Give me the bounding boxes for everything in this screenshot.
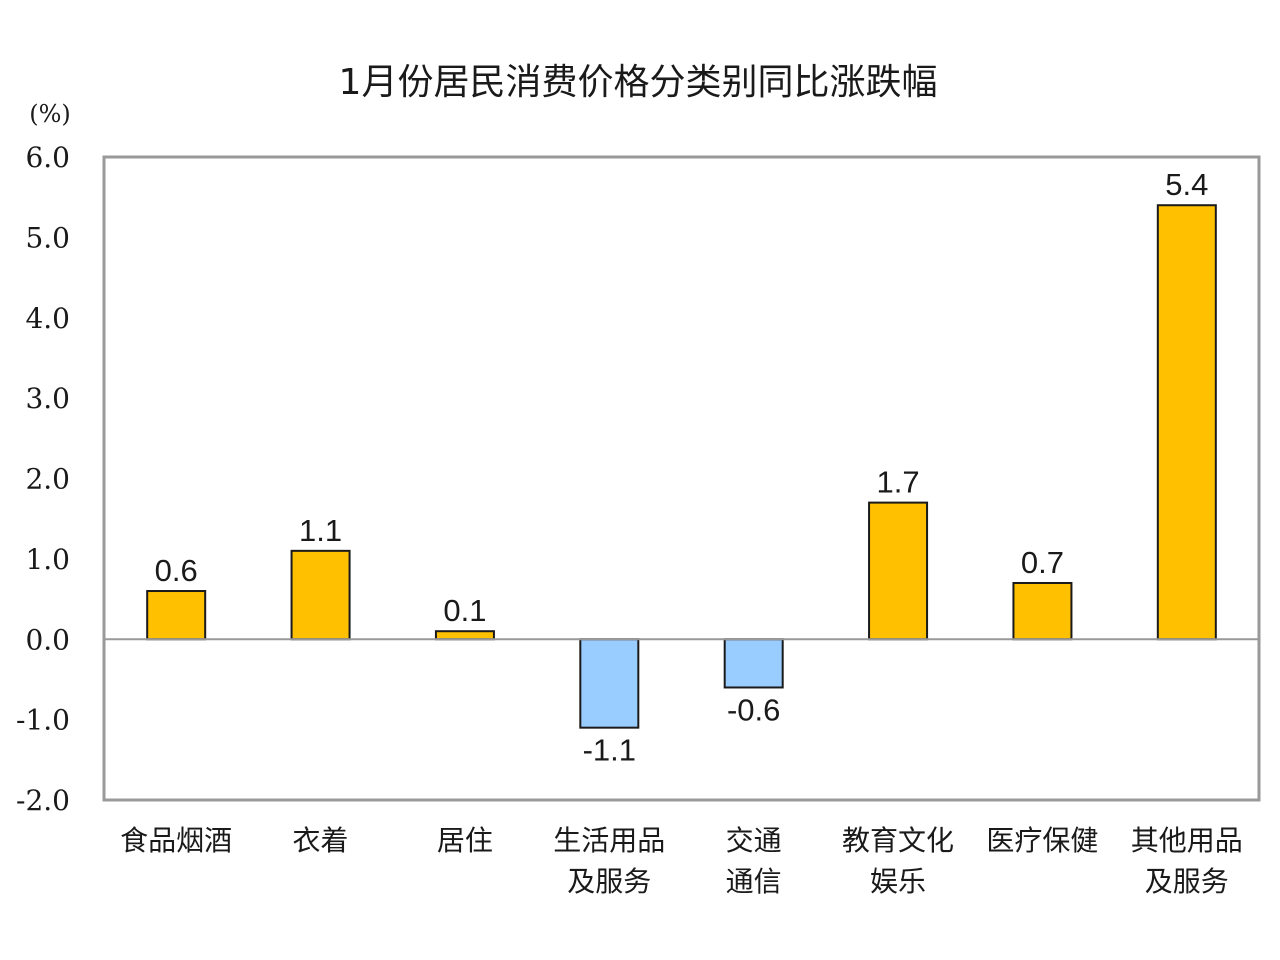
x-tick-label: 及服务 bbox=[1145, 865, 1229, 898]
x-tick-label: 食品烟酒 bbox=[120, 824, 232, 857]
chart-title: 1月份居民消费价格分类别同比涨跌幅 bbox=[339, 62, 938, 103]
x-tick-label: 娱乐 bbox=[870, 865, 926, 898]
y-tick-label: 4.0 bbox=[25, 302, 70, 335]
data-label: 1.7 bbox=[877, 465, 920, 500]
bar bbox=[723, 638, 784, 689]
plot-frame bbox=[102, 155, 1261, 802]
y-tick-label: 5.0 bbox=[25, 221, 70, 254]
bar bbox=[868, 501, 929, 641]
x-tick-label: 交通 bbox=[726, 824, 782, 857]
y-tick-label: 3.0 bbox=[25, 382, 70, 415]
x-tick-label: 通信 bbox=[726, 865, 782, 898]
y-tick-label: -2.0 bbox=[16, 784, 70, 817]
x-tick-label: 其他用品 bbox=[1131, 824, 1243, 857]
data-label: 0.7 bbox=[1021, 545, 1064, 580]
x-tick-label: 医疗保健 bbox=[986, 824, 1098, 857]
y-tick-label: 1.0 bbox=[25, 543, 70, 576]
x-tick-label: 生活用品 bbox=[553, 824, 665, 857]
y-tick-label: 2.0 bbox=[25, 463, 70, 496]
bar bbox=[290, 549, 351, 641]
x-tick-label: 教育文化 bbox=[842, 824, 954, 857]
data-label: 5.4 bbox=[1165, 167, 1208, 202]
bar bbox=[146, 590, 207, 641]
y-tick-label: 0.0 bbox=[25, 623, 70, 656]
y-tick-label: 6.0 bbox=[25, 141, 70, 174]
x-tick-label: 及服务 bbox=[567, 865, 651, 898]
y-unit-label: (%) bbox=[29, 100, 71, 128]
y-tick-label: -1.0 bbox=[16, 704, 70, 737]
x-tick-label: 居住 bbox=[437, 824, 493, 857]
data-label: 1.1 bbox=[299, 513, 342, 548]
bar bbox=[1156, 204, 1217, 641]
bar bbox=[434, 630, 495, 641]
bar bbox=[579, 638, 640, 729]
data-label: 0.6 bbox=[155, 553, 198, 588]
data-label: 0.1 bbox=[443, 593, 486, 628]
data-label: -1.1 bbox=[583, 733, 636, 768]
bar bbox=[1012, 581, 1073, 641]
x-tick-label: 衣着 bbox=[293, 824, 349, 857]
data-label: -0.6 bbox=[727, 692, 780, 727]
